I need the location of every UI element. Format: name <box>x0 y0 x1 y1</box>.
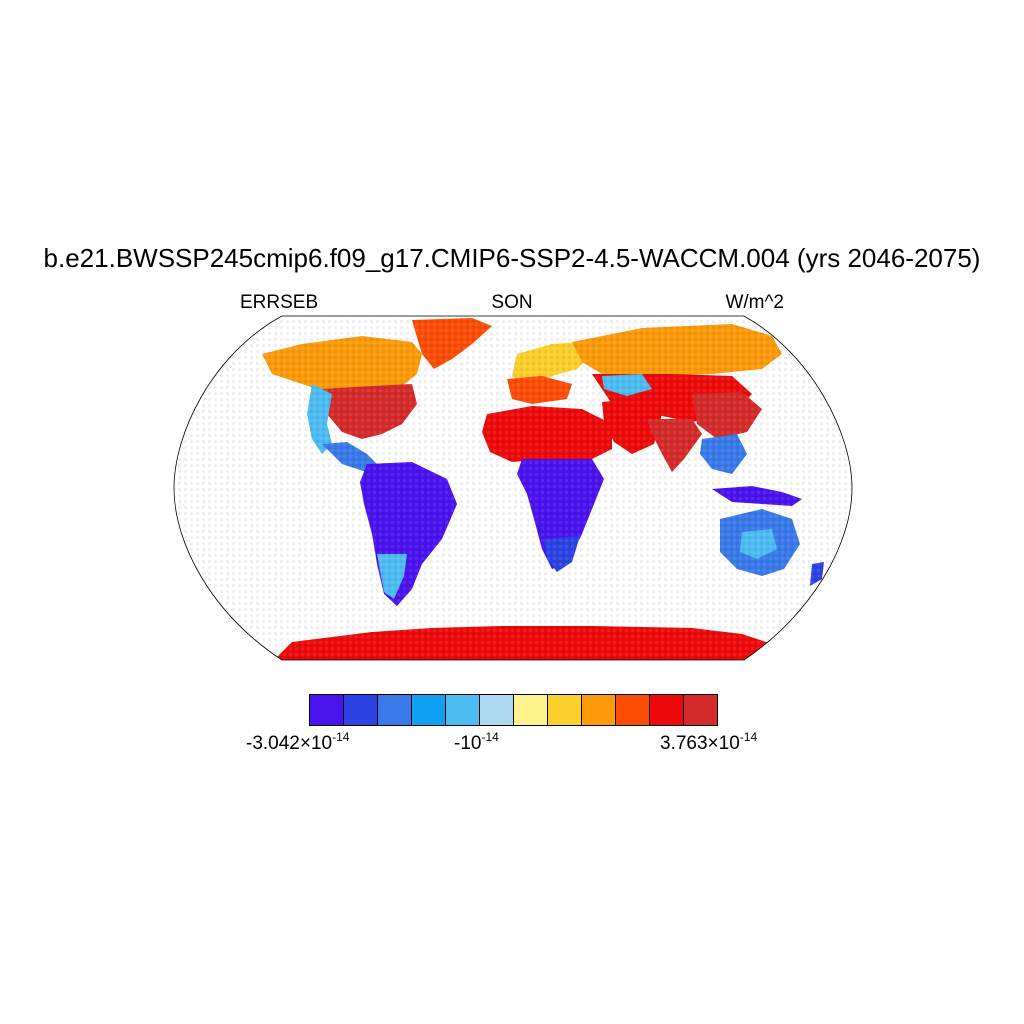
colorbar-swatch <box>513 694 548 726</box>
colorbar-swatch <box>615 694 650 726</box>
colorbar <box>309 694 718 726</box>
colorbar-swatch <box>479 694 514 726</box>
units-label: W/m^2 <box>725 292 784 313</box>
season-label: SON <box>491 292 533 313</box>
map-boundary <box>173 315 853 661</box>
world-map <box>173 315 853 661</box>
colorbar-swatch <box>581 694 616 726</box>
colorbar-swatch <box>309 694 344 726</box>
colorbar-swatch <box>445 694 480 726</box>
colorbar-swatch <box>411 694 446 726</box>
variable-label: ERRSEB <box>240 292 319 313</box>
colorbar-min-label: -3.042×10-14 <box>246 730 350 754</box>
colorbar-swatch <box>377 694 412 726</box>
colorbar-swatch <box>547 694 582 726</box>
colorbar-swatch <box>649 694 684 726</box>
colorbar-swatch <box>343 694 378 726</box>
plot-title: b.e21.BWSSP245cmip6.f09_g17.CMIP6-SSP2-4… <box>43 243 981 273</box>
colorbar-swatch <box>683 694 718 726</box>
colorbar-mid-label: -10-14 <box>454 730 499 754</box>
colorbar-max-label: 3.763×10-14 <box>660 730 758 754</box>
